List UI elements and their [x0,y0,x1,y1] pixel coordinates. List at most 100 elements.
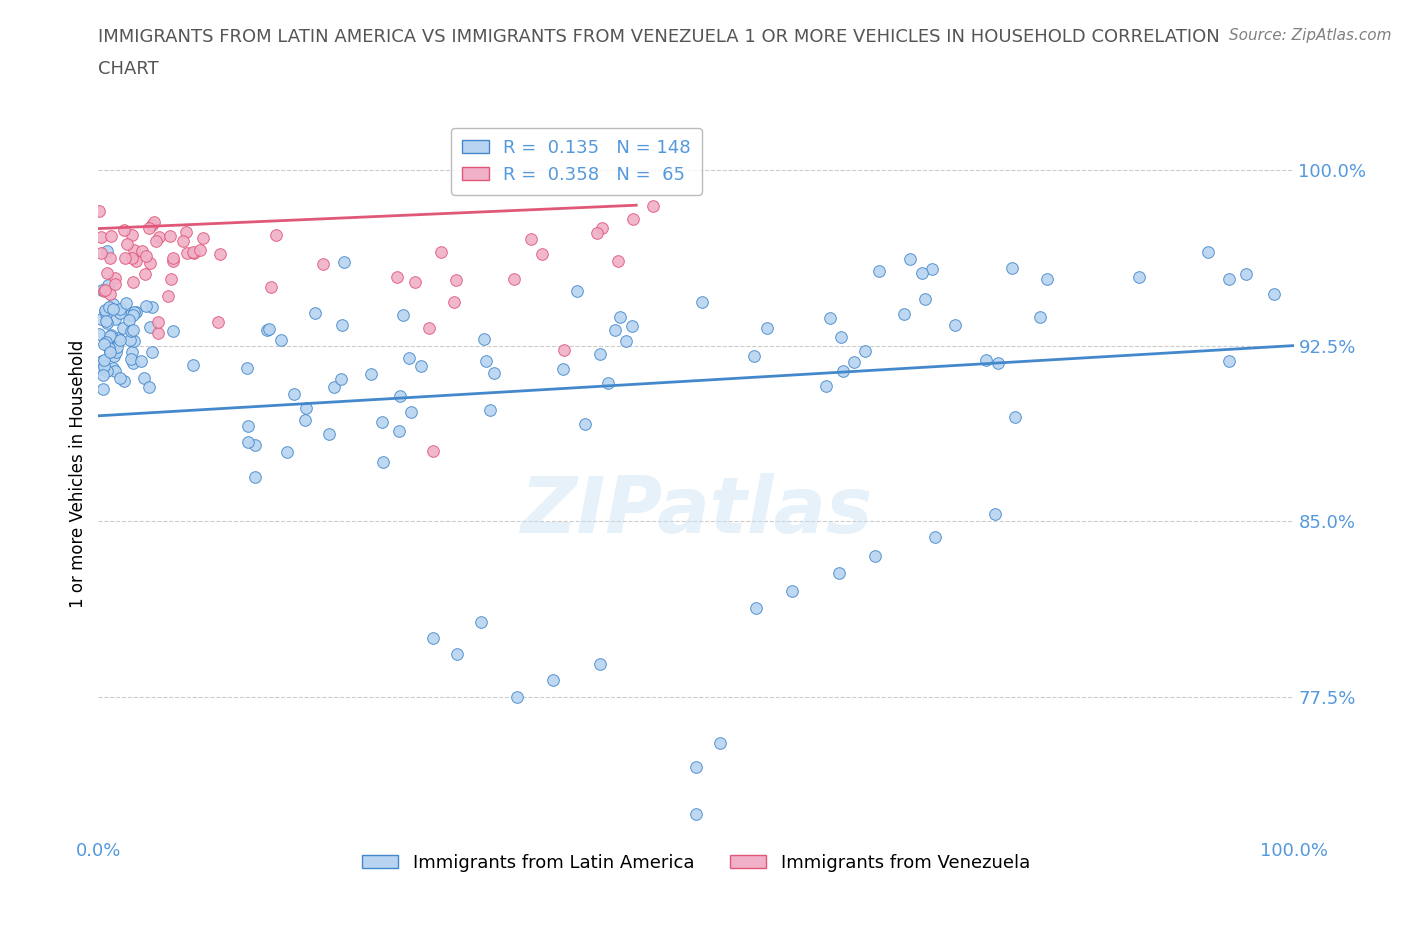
Point [96,266,118,281]
Point [208,246,231,261]
Point [976,352,998,367]
Point [132,370,155,385]
Point [101,297,124,312]
Point [1218,353,1240,368]
Point [898,251,921,266]
Point [108,333,131,348]
Text: CHART: CHART [98,60,159,78]
Point [257,321,280,336]
Point [818,311,841,325]
Point [1029,310,1052,325]
Point [392,308,415,323]
Point [139,256,162,271]
Point [430,244,453,259]
Point [141,300,163,315]
Point [96,307,118,322]
Point [260,279,283,294]
Point [94,302,117,317]
Point [162,253,184,268]
Point [114,296,136,311]
Point [574,416,596,431]
Point [943,318,966,333]
Point [924,530,946,545]
Point [104,312,127,326]
Point [98,340,121,355]
Point [146,326,169,340]
Point [409,359,432,374]
Point [91,354,114,369]
Point [294,412,316,427]
Point [371,455,394,470]
Point [98,345,121,360]
Point [780,584,803,599]
Point [148,314,170,329]
Point [94,335,117,350]
Point [108,370,131,385]
Point [87,326,110,341]
Point [295,401,318,416]
Point [443,295,465,310]
Point [181,245,204,259]
Point [191,231,214,246]
Point [105,345,128,360]
Point [103,349,125,364]
Point [148,229,170,244]
Point [238,418,260,433]
Point [276,445,298,459]
Point [591,220,613,235]
Point [87,204,110,219]
Point [97,337,120,352]
Point [172,233,194,248]
Point [145,233,167,248]
Point [114,250,136,265]
Point [120,308,142,323]
Point [100,229,122,244]
Point [1128,270,1150,285]
Point [312,257,335,272]
Point [256,322,278,337]
Point [183,246,205,260]
Point [98,299,121,314]
Point [121,250,143,265]
Point [120,324,142,339]
Point [112,374,135,389]
Point [97,277,120,292]
Point [914,292,936,307]
Point [330,372,353,387]
Point [235,361,257,376]
Point [96,244,118,259]
Point [614,334,637,349]
Point [360,367,382,382]
Point [621,319,644,334]
Point [90,246,112,261]
Point [330,317,353,332]
Point [129,353,152,368]
Point [135,299,157,313]
Point [117,236,139,251]
Point [842,354,865,369]
Point [742,349,765,364]
Point [685,760,707,775]
Point [159,228,181,243]
Point [868,264,890,279]
Point [553,342,575,357]
Point [333,254,356,269]
Point [101,301,124,316]
Point [188,243,211,258]
Point [270,333,292,348]
Point [586,226,609,241]
Point [101,303,124,318]
Point [621,212,644,227]
Text: IMMIGRANTS FROM LATIN AMERICA VS IMMIGRANTS FROM VENEZUELA 1 OR MORE VEHICLES IN: IMMIGRANTS FROM LATIN AMERICA VS IMMIGRA… [98,28,1220,46]
Point [984,507,1007,522]
Point [893,307,915,322]
Point [446,272,468,287]
Point [96,364,118,379]
Point [121,227,143,242]
Point [388,423,411,438]
Point [120,352,142,366]
Point [470,615,492,630]
Point [143,215,166,230]
Point [90,312,112,326]
Point [121,356,143,371]
